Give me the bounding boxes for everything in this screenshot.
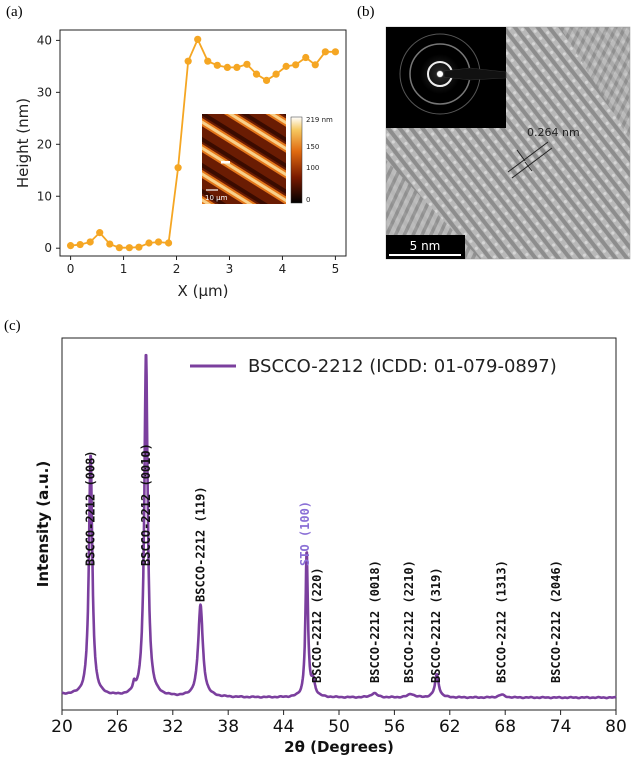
data-point — [125, 244, 133, 252]
afm-scalebar-label: 10 μm — [205, 194, 228, 202]
data-point — [86, 238, 94, 246]
data-point — [292, 61, 300, 69]
y-tick-label: 40 — [37, 33, 52, 47]
peak-annotation: BSCCO-2212 (0010) — [139, 443, 153, 566]
afm-colorbar: 219 nm 150 100 0 — [290, 116, 333, 204]
height-series-line — [70, 37, 336, 249]
data-point — [164, 239, 173, 247]
peak-annotation: BSCCO-2212 (220) — [310, 567, 324, 683]
x-tick-label: 56 — [384, 717, 406, 737]
x-tick-label: 1 — [120, 262, 128, 276]
tem-scalebar-label: 5 nm — [410, 239, 441, 253]
data-point — [282, 62, 290, 70]
xrd-chart: 20 26 32 38 44 50 56 62 68 74 80 BSCCO-2212 (008) B… — [34, 337, 627, 756]
peak-annotation: BSCCO-2212 (2046) — [549, 560, 563, 683]
data-point — [66, 242, 75, 250]
data-point — [252, 70, 261, 78]
x-tick-label: 62 — [439, 717, 461, 737]
data-point — [204, 57, 212, 65]
data-point — [154, 238, 163, 246]
x-tick-label: 20 — [51, 717, 73, 737]
data-point — [213, 61, 221, 69]
data-point — [135, 243, 143, 251]
x-axis-label: 2θ (Degrees) — [284, 738, 394, 756]
plot-frame — [59, 29, 347, 257]
data-point — [76, 240, 84, 249]
data-point — [272, 70, 280, 78]
peak-annotation: BSCCO-2212 (119) — [194, 486, 208, 602]
x-tick-label: 50 — [328, 717, 350, 737]
peak-annotation: BSCCO-2212 (2210) — [402, 560, 416, 683]
x-tick-label: 0 — [67, 262, 75, 276]
peak-annotation: BSCCO-2212 (0018) — [368, 560, 382, 683]
colorbar-max: 219 nm — [306, 116, 333, 124]
d-spacing-marker — [507, 141, 549, 173]
d-spacing-label: 0.264 nm — [527, 126, 580, 139]
x-tick-label: 4 — [279, 262, 287, 276]
data-point — [223, 63, 231, 72]
data-point — [184, 57, 192, 65]
data-point — [96, 229, 104, 237]
peak-annotation: BSCCO-2212 (319) — [429, 567, 443, 683]
panel-label-b: (b) — [357, 4, 375, 20]
x-tick-label: 44 — [273, 717, 295, 737]
data-point — [331, 48, 340, 56]
x-axis-label: X (μm) — [178, 282, 229, 300]
x-tick-label: 32 — [162, 717, 184, 737]
peak-annotation: STO (100) — [298, 501, 312, 566]
afm-inset-image: 10 μm — [202, 114, 286, 204]
colorbar-tick-0: 0 — [306, 196, 310, 204]
data-point — [302, 53, 310, 62]
x-tick-label: 38 — [217, 717, 239, 737]
colorbar-tick-100: 100 — [306, 164, 319, 172]
data-point — [243, 60, 251, 68]
x-tick-label: 80 — [605, 717, 627, 737]
x-tick-label: 74 — [550, 717, 572, 737]
data-point — [262, 76, 271, 84]
x-tick-label: 5 — [332, 262, 340, 276]
y-tick-label: 30 — [37, 85, 52, 99]
data-point — [145, 239, 153, 247]
hrtem-image: 0.264 nm 5 nm — [385, 26, 631, 260]
x-tick-label: 26 — [107, 717, 129, 737]
colorbar-tick-150: 150 — [306, 143, 319, 151]
saed-pattern-inset — [386, 27, 507, 128]
peak-annotation: BSCCO-2212 (008) — [84, 450, 98, 566]
data-point — [115, 244, 123, 252]
height-profile-chart: 0 1 2 3 4 5 0 10 20 30 40 X (μm) Height (nm) 10 μm… — [14, 29, 347, 300]
xrd-series-line — [61, 353, 617, 700]
y-tick-label: 10 — [37, 189, 52, 203]
y-tick-label: 20 — [37, 137, 52, 151]
panel-label-a: (a) — [6, 4, 23, 20]
x-tick-label: 3 — [226, 262, 234, 276]
peak-annotation: BSCCO-2212 (1313) — [495, 560, 509, 683]
data-point — [194, 35, 202, 43]
data-point — [311, 61, 319, 69]
y-tick-label: 0 — [44, 241, 52, 255]
y-axis-label: Height (nm) — [14, 98, 32, 188]
panel-label-c: (c) — [4, 318, 21, 334]
x-tick-label: 68 — [494, 717, 516, 737]
data-point — [233, 63, 241, 72]
legend-label: BSCCO-2212 (ICDD: 01-079-0897) — [248, 356, 557, 377]
y-axis-label: Intensity (a.u.) — [34, 461, 52, 587]
x-tick-label: 2 — [173, 262, 181, 276]
data-point — [321, 48, 329, 56]
data-point — [106, 240, 114, 248]
data-point — [174, 164, 182, 172]
